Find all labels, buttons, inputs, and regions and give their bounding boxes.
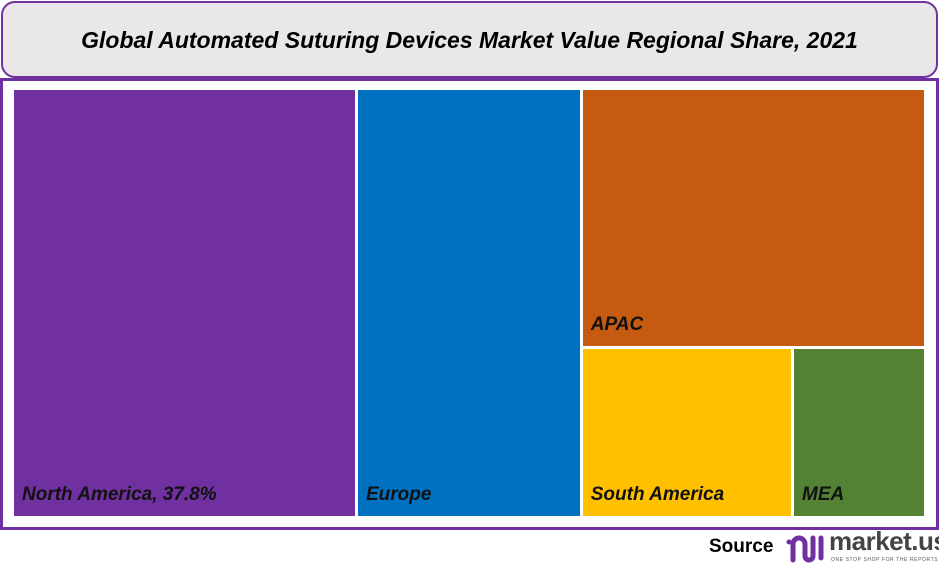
source-label: Source [709, 536, 774, 557]
tile-label: North America, 37.8% [22, 484, 217, 505]
brand-tagline: ONE STOP SHOP FOR THE REPORTS [831, 557, 939, 563]
treemap-plot: North America, 37.8% Europe APAC South Amer… [14, 90, 924, 516]
market-us-logo-icon [786, 535, 824, 563]
tile-south-america: South America [582, 349, 791, 516]
tile-north-america: North America, 37.8% [14, 90, 355, 516]
tile-europe: Europe [357, 90, 580, 516]
tile-mea: MEA [794, 349, 924, 516]
tile-label: MEA [802, 483, 845, 505]
tile-label: Europe [365, 484, 432, 505]
tile-apac: APAC [582, 90, 924, 346]
title-box: Global Automated Suturing Devices Market… [1, 1, 938, 78]
chart-title: Global Automated Suturing Devices Market… [81, 26, 858, 53]
tile-label: APAC [590, 314, 644, 335]
brand-name: market.us [829, 526, 939, 556]
tile-label: South America [590, 483, 725, 505]
